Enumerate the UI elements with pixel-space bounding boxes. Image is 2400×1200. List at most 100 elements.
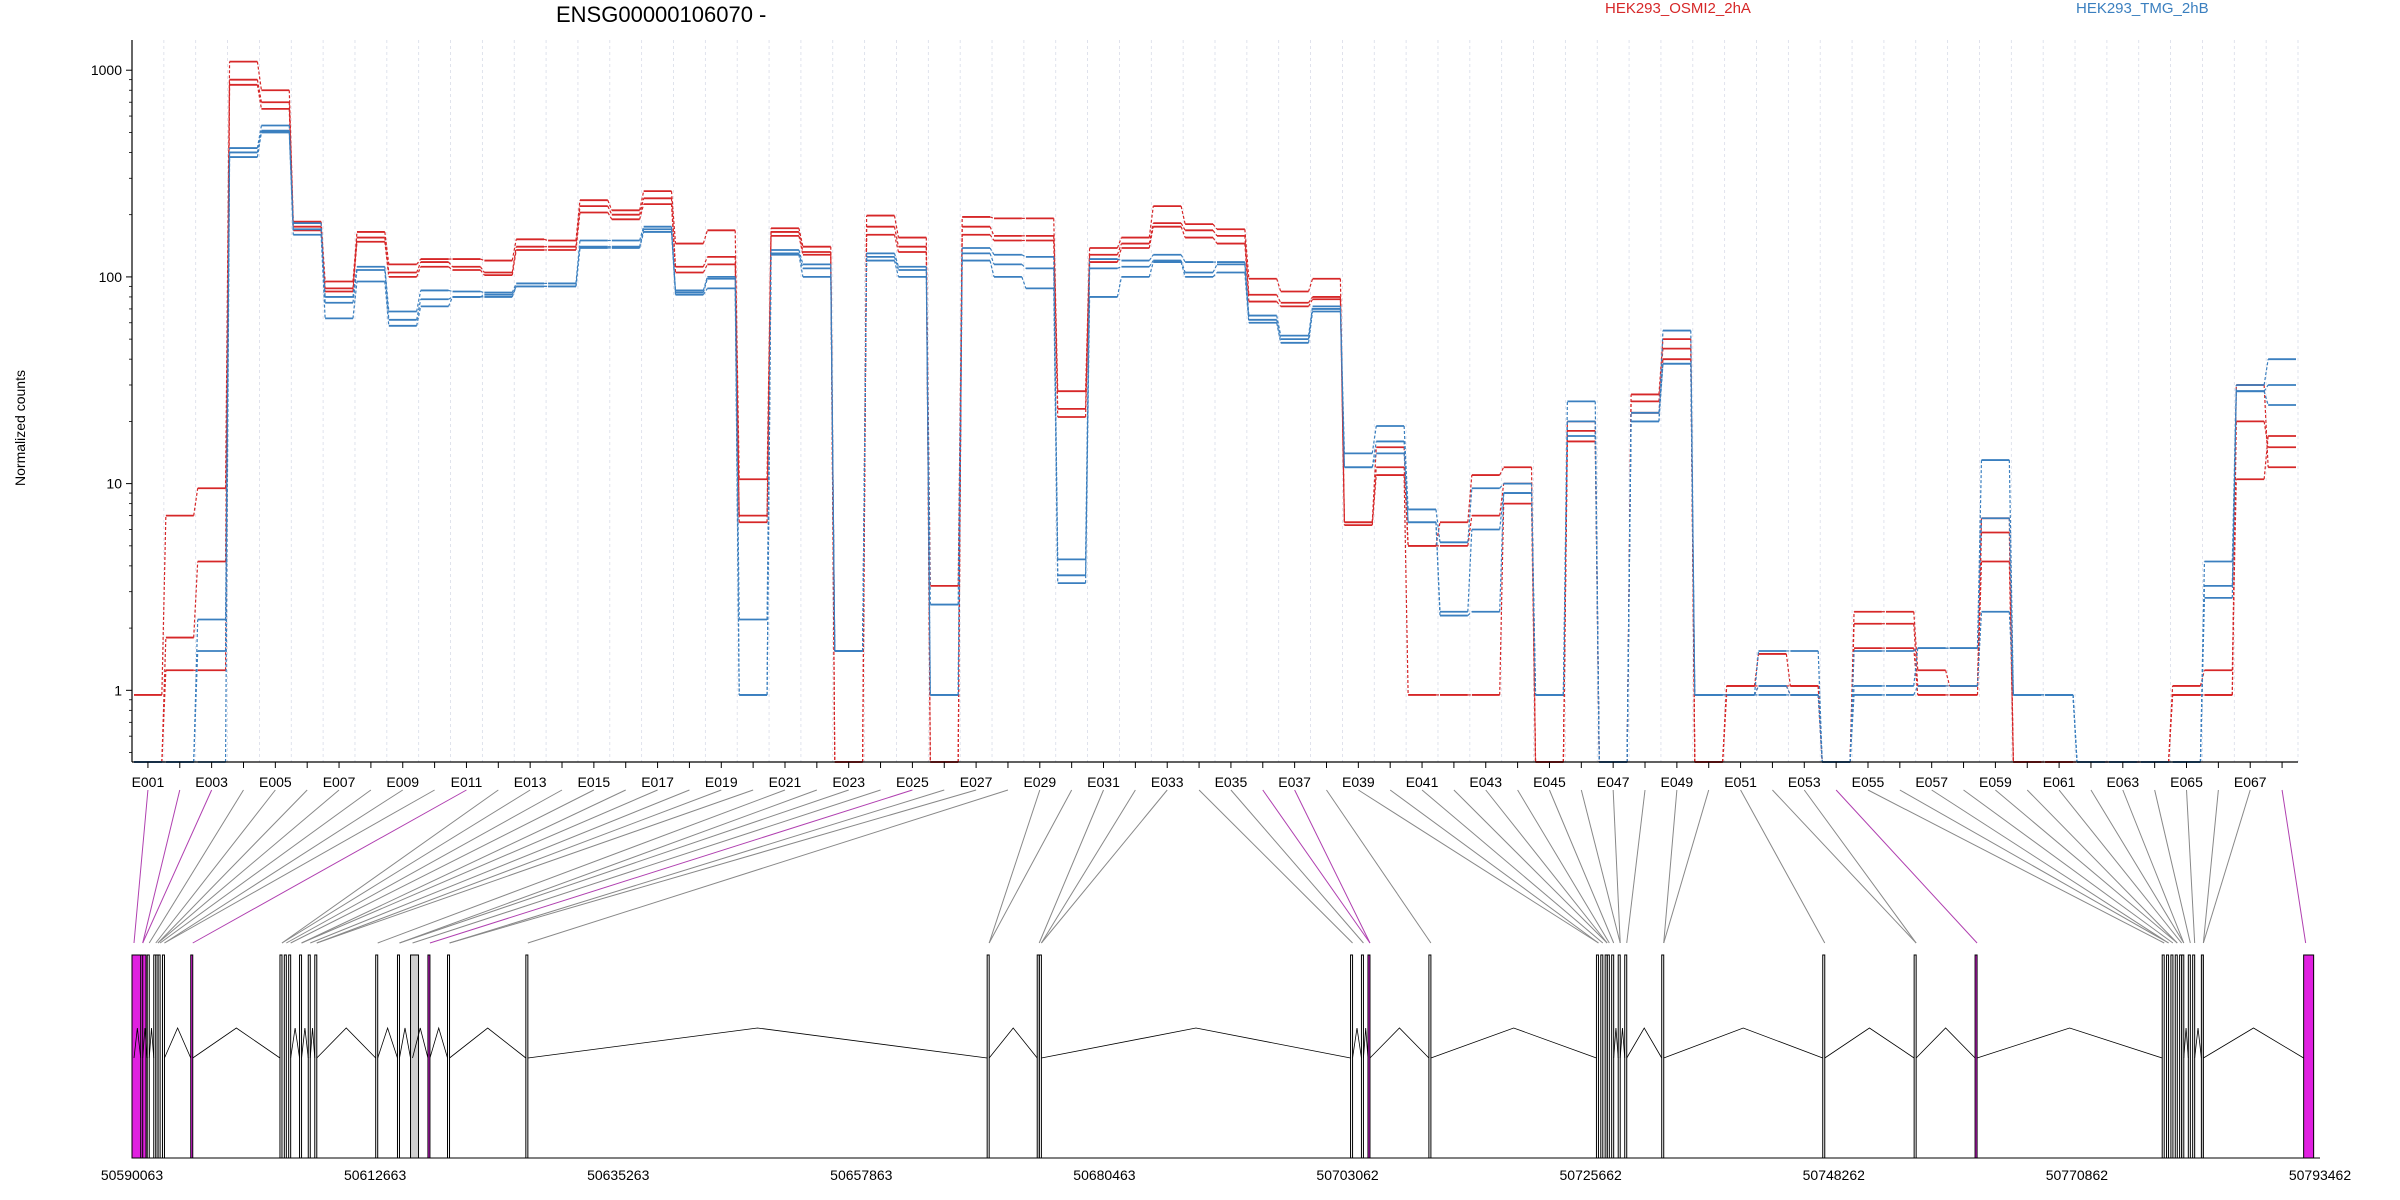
grid-lines <box>131 40 2299 762</box>
gene-exon <box>190 954 194 1159</box>
series-connector <box>1467 529 1473 612</box>
series-connector <box>893 256 900 271</box>
series-connector <box>1116 276 1123 298</box>
gene-exon <box>427 954 431 1159</box>
series-connector <box>798 228 804 247</box>
series-connector <box>1467 611 1473 616</box>
series-connector <box>2008 518 2014 695</box>
gene-exon <box>525 954 529 1159</box>
x-tick-label: E023 <box>832 774 865 790</box>
series-connector <box>1435 509 1441 543</box>
exon-connector <box>1663 789 1678 944</box>
x-tick-label: E061 <box>2043 774 2076 790</box>
x-tick-label: E017 <box>641 774 674 790</box>
x-tick-label: E055 <box>1852 774 1885 790</box>
x-tick-label: E025 <box>896 774 929 790</box>
gene-intron <box>142 1027 148 1059</box>
series-connector <box>2167 694 2174 763</box>
series-connector <box>1467 488 1473 543</box>
y-tick-label: 1000 <box>91 62 122 78</box>
gene-intron <box>2203 1027 2304 1059</box>
gene-exon <box>2187 954 2191 1159</box>
x-tick-label: E009 <box>386 774 419 790</box>
gene-intron <box>399 1027 411 1059</box>
chart-title: ENSG00000106070 - <box>556 2 767 27</box>
series-connector <box>1403 475 1409 695</box>
x-tick-label: E037 <box>1278 774 1311 790</box>
exon-connector <box>155 789 276 944</box>
series-connector <box>416 299 422 320</box>
gene-intron <box>1352 1027 1362 1059</box>
series-connector <box>511 239 517 261</box>
series-connector <box>1817 694 1823 763</box>
x-tick-label: E035 <box>1215 774 1248 790</box>
gene-exon <box>1661 954 1665 1159</box>
series-connector <box>1371 441 1377 468</box>
exon-connector <box>192 789 467 944</box>
exon-connector <box>1803 789 1917 944</box>
series-connector <box>1817 685 1823 763</box>
series-connector <box>416 290 422 312</box>
series-connector <box>1849 650 1855 763</box>
gene-exon <box>1600 954 1604 1159</box>
series-connector <box>511 286 517 298</box>
x-tick-label: E021 <box>769 774 802 790</box>
series-connector <box>384 241 390 277</box>
gene-intron <box>301 1027 309 1059</box>
series-connector <box>639 226 645 241</box>
exon-connector <box>159 789 372 944</box>
gene-exon <box>2170 954 2174 1159</box>
series-connector <box>1371 453 1377 468</box>
gene-intron <box>988 1027 1038 1059</box>
series-connector <box>830 276 836 651</box>
series-connector <box>479 266 485 273</box>
series-connector <box>161 637 167 763</box>
exon-connector <box>1326 789 1432 944</box>
series-connector <box>2263 384 2269 468</box>
exon-connector <box>1262 789 1371 944</box>
series-5 <box>134 131 2296 763</box>
series-connector <box>1658 339 1664 395</box>
x-tick-label: E015 <box>578 774 611 790</box>
exon-connector <box>164 789 404 944</box>
series-4 <box>134 129 2296 763</box>
x-tick-label: E063 <box>2106 774 2139 790</box>
series-connector <box>957 260 963 695</box>
series-connector <box>893 215 900 238</box>
series-connector <box>2263 384 2269 392</box>
exon-connector <box>142 789 213 944</box>
series-connector <box>1021 254 1027 258</box>
series-connector <box>1148 223 1154 244</box>
gene-coordinate-label: 50748262 <box>1803 1167 1866 1183</box>
gene-intron <box>1613 1027 1619 1059</box>
exon-connector <box>1995 789 2178 944</box>
exon-connector <box>1041 789 1168 944</box>
series-connector <box>893 226 900 247</box>
exon-connectors <box>133 789 2307 944</box>
exon-connector <box>310 789 690 944</box>
exon-connector <box>1740 789 1826 944</box>
legend-osmi2: HEK293_OSMI2_2hA <box>1605 0 1751 17</box>
series-connector <box>1690 363 1696 695</box>
gene-intron <box>449 1027 527 1059</box>
series-connector <box>702 278 708 293</box>
gene-exon <box>307 954 311 1159</box>
gene-exon <box>2174 954 2178 1159</box>
series-connector <box>384 231 390 265</box>
x-tick-label: E039 <box>1342 774 1375 790</box>
series-connector <box>1371 475 1377 526</box>
series-connector <box>1913 647 1919 652</box>
legend-tmg: HEK293_TMG_2hB <box>2076 0 2209 17</box>
series-connector <box>670 191 677 244</box>
x-tick-label: E027 <box>960 774 993 790</box>
series-connector <box>1212 264 1218 273</box>
exon-connector <box>1358 789 1599 944</box>
exon-connector <box>1612 789 1621 944</box>
gene-intron <box>2183 1027 2189 1059</box>
series-connector <box>256 79 263 103</box>
series-connector <box>511 249 517 276</box>
series-connector <box>1530 503 1537 763</box>
exon-connector <box>157 789 308 944</box>
exon-connector <box>2058 789 2183 944</box>
